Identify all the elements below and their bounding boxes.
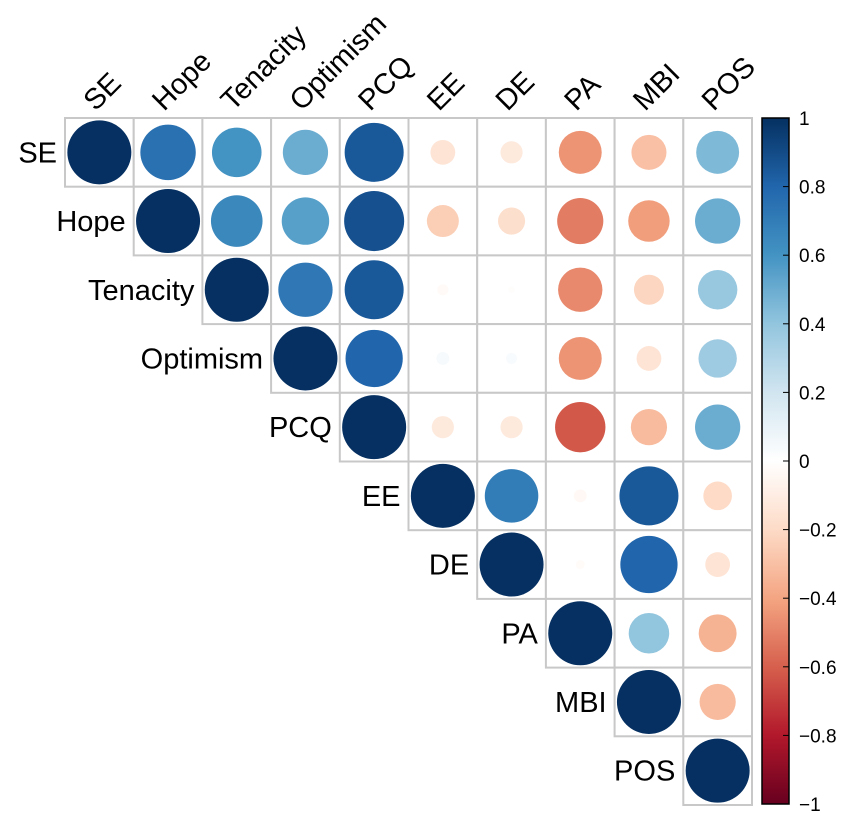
corr-circle-de-de (479, 532, 544, 597)
corr-circle-pcq-ee (431, 416, 454, 439)
col-label-hope: Hope (146, 45, 218, 117)
corr-circle-hope-optimism (281, 197, 330, 245)
corr-circle-tenacity-optimism (278, 262, 333, 317)
corr-circle-de-pa (575, 560, 585, 570)
corr-circle-tenacity-pos (697, 270, 738, 310)
corr-circle-tenacity-pcq (344, 260, 404, 320)
corr-circle-pcq-de (500, 416, 523, 439)
corr-circle-pos-pos (685, 738, 750, 803)
row-label-pcq: PCQ (269, 412, 332, 444)
corr-circle-se-de (500, 141, 523, 164)
corr-circle-de-pos (705, 552, 731, 577)
corr-circle-hope-hope (136, 189, 201, 254)
col-label-mbi: MBI (627, 58, 686, 117)
corr-circle-ee-ee (410, 463, 475, 528)
matrix-cells (64, 117, 753, 806)
colorbar-tick-label: −0.2 (799, 521, 837, 542)
corr-circle-optimism-pa (558, 336, 602, 380)
corr-circle-pcq-pos (695, 404, 741, 450)
colorbar-legend: 1 0.8 0.6 0.4 0.2 0 −0.2 −0.4 −0.6 −0.8 −1 (761, 109, 837, 816)
corr-circle-optimism-ee (436, 352, 450, 365)
corr-circle-se-optimism (282, 129, 329, 175)
colorbar-tick-label: 1 (799, 109, 810, 130)
corr-circle-hope-ee (426, 205, 459, 238)
corr-circle-de-mbi (620, 535, 678, 594)
col-label-se: SE (78, 67, 128, 117)
colorbar-tick-label: −1 (799, 795, 821, 816)
corr-circle-pcq-pcq (342, 395, 407, 460)
corr-circle-ee-de (484, 469, 539, 523)
colorbar-tick-label: −0.4 (799, 589, 837, 610)
corr-circle-optimism-pos (698, 339, 737, 378)
corr-circle-optimism-de (506, 352, 518, 364)
row-label-optimism: Optimism (141, 343, 263, 375)
corr-circle-optimism-optimism (273, 326, 338, 391)
corr-circle-tenacity-tenacity (204, 257, 269, 322)
corr-circle-se-tenacity (211, 127, 262, 178)
row-label-tenacity: Tenacity (88, 275, 195, 307)
corr-circle-se-se (67, 120, 132, 185)
corr-circle-se-pos (696, 130, 740, 174)
row-label-hope: Hope (56, 206, 125, 238)
colorbar-tick-label: 0.4 (799, 315, 826, 336)
row-label-pos: POS (614, 756, 675, 788)
colorbar-tick-label: 0 (799, 452, 810, 473)
col-label-pa: PA (559, 68, 608, 117)
row-label-ee: EE (362, 481, 401, 513)
row-labels: SE Hope Tenacity Optimism PCQ EE DE PA MBI POS (18, 137, 675, 787)
corr-circle-tenacity-pa (558, 267, 603, 312)
col-label-pos: POS (696, 51, 762, 117)
row-label-se: SE (18, 137, 57, 169)
corr-circle-tenacity-ee (437, 284, 449, 296)
corr-circle-pa-mbi (628, 613, 670, 654)
corr-circle-se-pa (558, 130, 602, 174)
col-label-de: DE (490, 66, 541, 117)
corr-circle-hope-pcq (344, 191, 405, 252)
corr-circle-optimism-pcq (345, 329, 403, 388)
corr-circle-ee-pos (703, 481, 732, 511)
cell-se-pa (544, 117, 616, 188)
corr-circle-se-mbi (631, 134, 667, 170)
corr-circle-tenacity-mbi (633, 274, 664, 305)
corr-circle-pcq-pa (555, 401, 606, 453)
corr-circle-hope-mbi (628, 200, 670, 242)
corr-circle-se-hope (140, 124, 196, 181)
corr-circle-ee-mbi (619, 466, 679, 526)
colorbar-tick-label: −0.6 (799, 658, 837, 679)
colorbar-tick-label: −0.8 (799, 726, 837, 747)
corr-circle-hope-tenacity (210, 195, 263, 247)
corr-circle-mbi-pos (699, 683, 736, 721)
corr-circle-se-ee (430, 139, 456, 165)
col-label-ee: EE (421, 67, 471, 117)
row-label-mbi: MBI (555, 687, 607, 719)
corr-circle-pcq-mbi (630, 409, 668, 446)
colorbar-tick-label: 0.2 (799, 383, 825, 404)
corr-circle-hope-pos (695, 198, 741, 244)
corr-circle-pa-pa (548, 601, 613, 666)
row-label-de: DE (429, 550, 469, 582)
colorbar-tick-label: 0.8 (799, 178, 825, 199)
corr-circle-ee-pa (573, 489, 587, 503)
row-label-pa: PA (501, 618, 538, 650)
colorbar-tick-label: 0.6 (799, 246, 825, 267)
corr-circle-hope-pa (557, 197, 604, 245)
corr-circle-hope-de (497, 207, 526, 235)
corr-circle-optimism-mbi (636, 346, 662, 371)
corr-circle-mbi-mbi (616, 669, 681, 734)
corr-circle-se-pcq (344, 122, 404, 182)
corr-circle-pa-pos (698, 614, 737, 653)
corr-circle-tenacity-de (508, 286, 515, 293)
